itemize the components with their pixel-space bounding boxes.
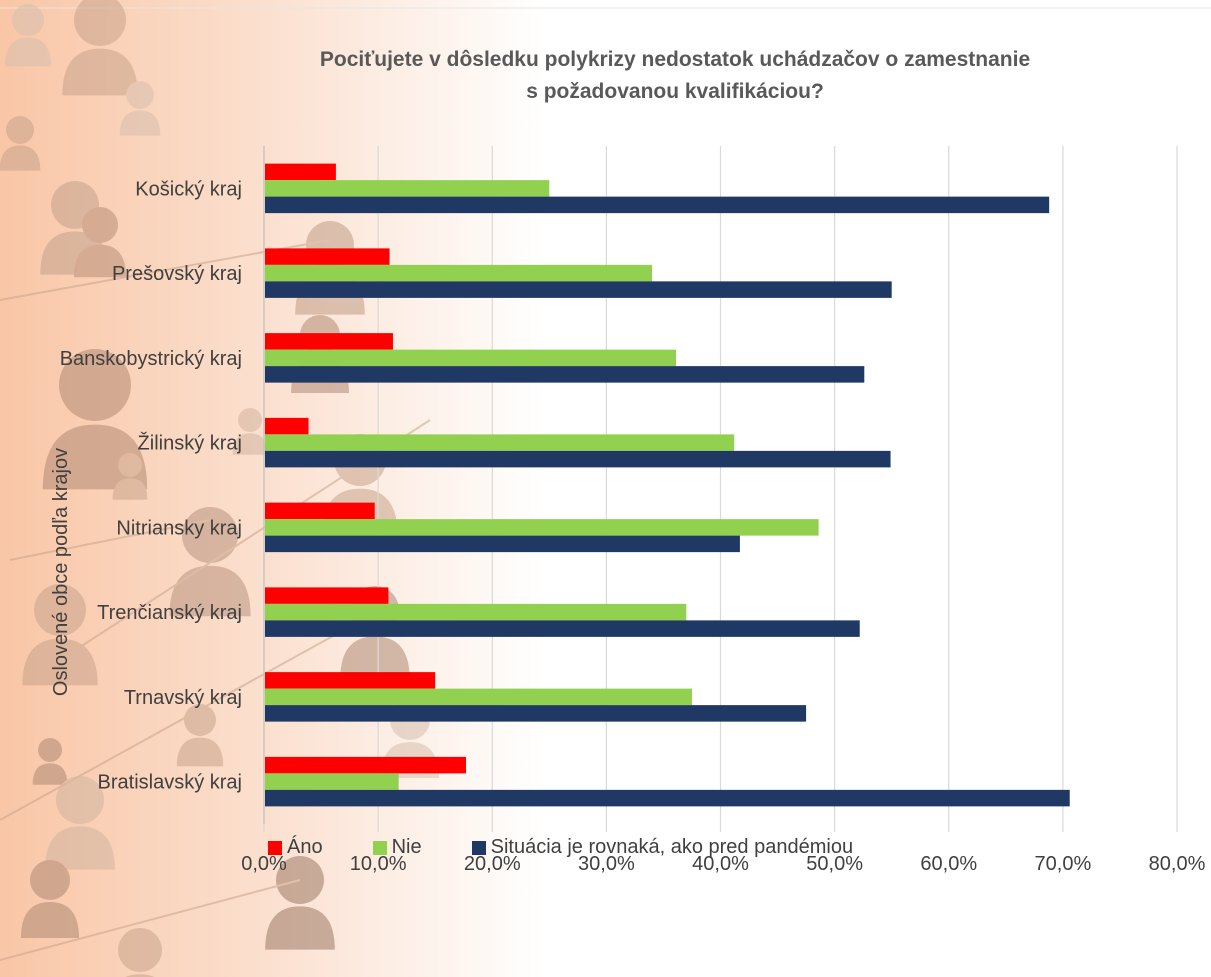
chart-title-line-2: s požadovanou kvalifikáciou?	[526, 80, 824, 103]
x-tick-label: 70,0%	[1035, 853, 1092, 875]
legend-label-nie: Nie	[391, 836, 422, 858]
bar-nie	[265, 773, 399, 790]
x-tick-label: 30,0%	[578, 853, 635, 875]
bar-nie	[265, 603, 687, 621]
category-label: Žilinský kraj	[138, 432, 242, 455]
category-label: Košický kraj	[135, 178, 242, 200]
category-label: Prešovský kraj	[112, 263, 242, 285]
chart-title: Pociťujete v dôsledku polykrizy nedostat…	[250, 44, 1100, 108]
bar-áno	[265, 672, 436, 689]
bar-áno	[265, 502, 375, 520]
bar-áno	[265, 756, 467, 774]
x-tick-label: 20,0%	[464, 853, 521, 875]
bar-nie	[265, 349, 676, 367]
bar-áno	[265, 587, 389, 604]
x-tick-label: 60,0%	[920, 853, 977, 875]
bar-situácia	[265, 620, 860, 637]
bar-nie	[265, 688, 692, 706]
bar-áno	[265, 417, 309, 435]
chart-title-line-1: Pociťujete v dôsledku polykrizy nedostat…	[319, 48, 1031, 71]
category-label: Trenčianský kraj	[97, 602, 242, 624]
bar-situácia	[265, 535, 740, 553]
legend-item-situacia: Situácia je rovnaká, ako pred pandémiou	[471, 836, 854, 859]
bar-áno	[265, 333, 393, 350]
bar-situácia	[265, 281, 892, 298]
legend: Áno Nie Situácia je rovnaká, ako pred pa…	[268, 836, 891, 859]
bar-nie	[265, 264, 653, 282]
bar-situácia	[265, 705, 807, 722]
category-label: Nitriansky kraj	[116, 517, 242, 539]
bar-áno	[265, 163, 336, 181]
category-label: Banskobystrický kraj	[60, 348, 242, 370]
x-tick-label: 10,0%	[350, 853, 407, 875]
bar-situácia	[265, 450, 891, 468]
x-tick-label: 50,0%	[806, 853, 863, 875]
y-axis-title: Oslovené obce podľa krajov	[50, 448, 72, 696]
legend-swatch-situacia	[471, 840, 486, 855]
bar-nie	[265, 180, 550, 197]
legend-item-nie: Nie	[372, 836, 422, 859]
legend-swatch-nie	[372, 840, 387, 855]
legend-label-ano: Áno	[287, 836, 323, 858]
category-label: Bratislavský kraj	[98, 772, 242, 794]
bar-situácia	[265, 196, 1050, 214]
x-tick-label: 40,0%	[692, 853, 749, 875]
bar-situácia	[265, 366, 865, 383]
bar-áno	[265, 248, 390, 265]
legend-label-situacia: Situácia je rovnaká, ako pred pandémiou	[490, 836, 854, 858]
bar-nie	[265, 519, 819, 536]
legend-swatch-ano	[268, 840, 282, 855]
category-label: Trnavský kraj	[124, 687, 242, 709]
bar-situácia	[265, 789, 1070, 807]
x-tick-label: 0,0%	[241, 853, 287, 875]
legend-item-ano: Áno	[268, 836, 323, 859]
x-tick-label: 80,0%	[1149, 853, 1206, 875]
bar-nie	[265, 434, 735, 451]
